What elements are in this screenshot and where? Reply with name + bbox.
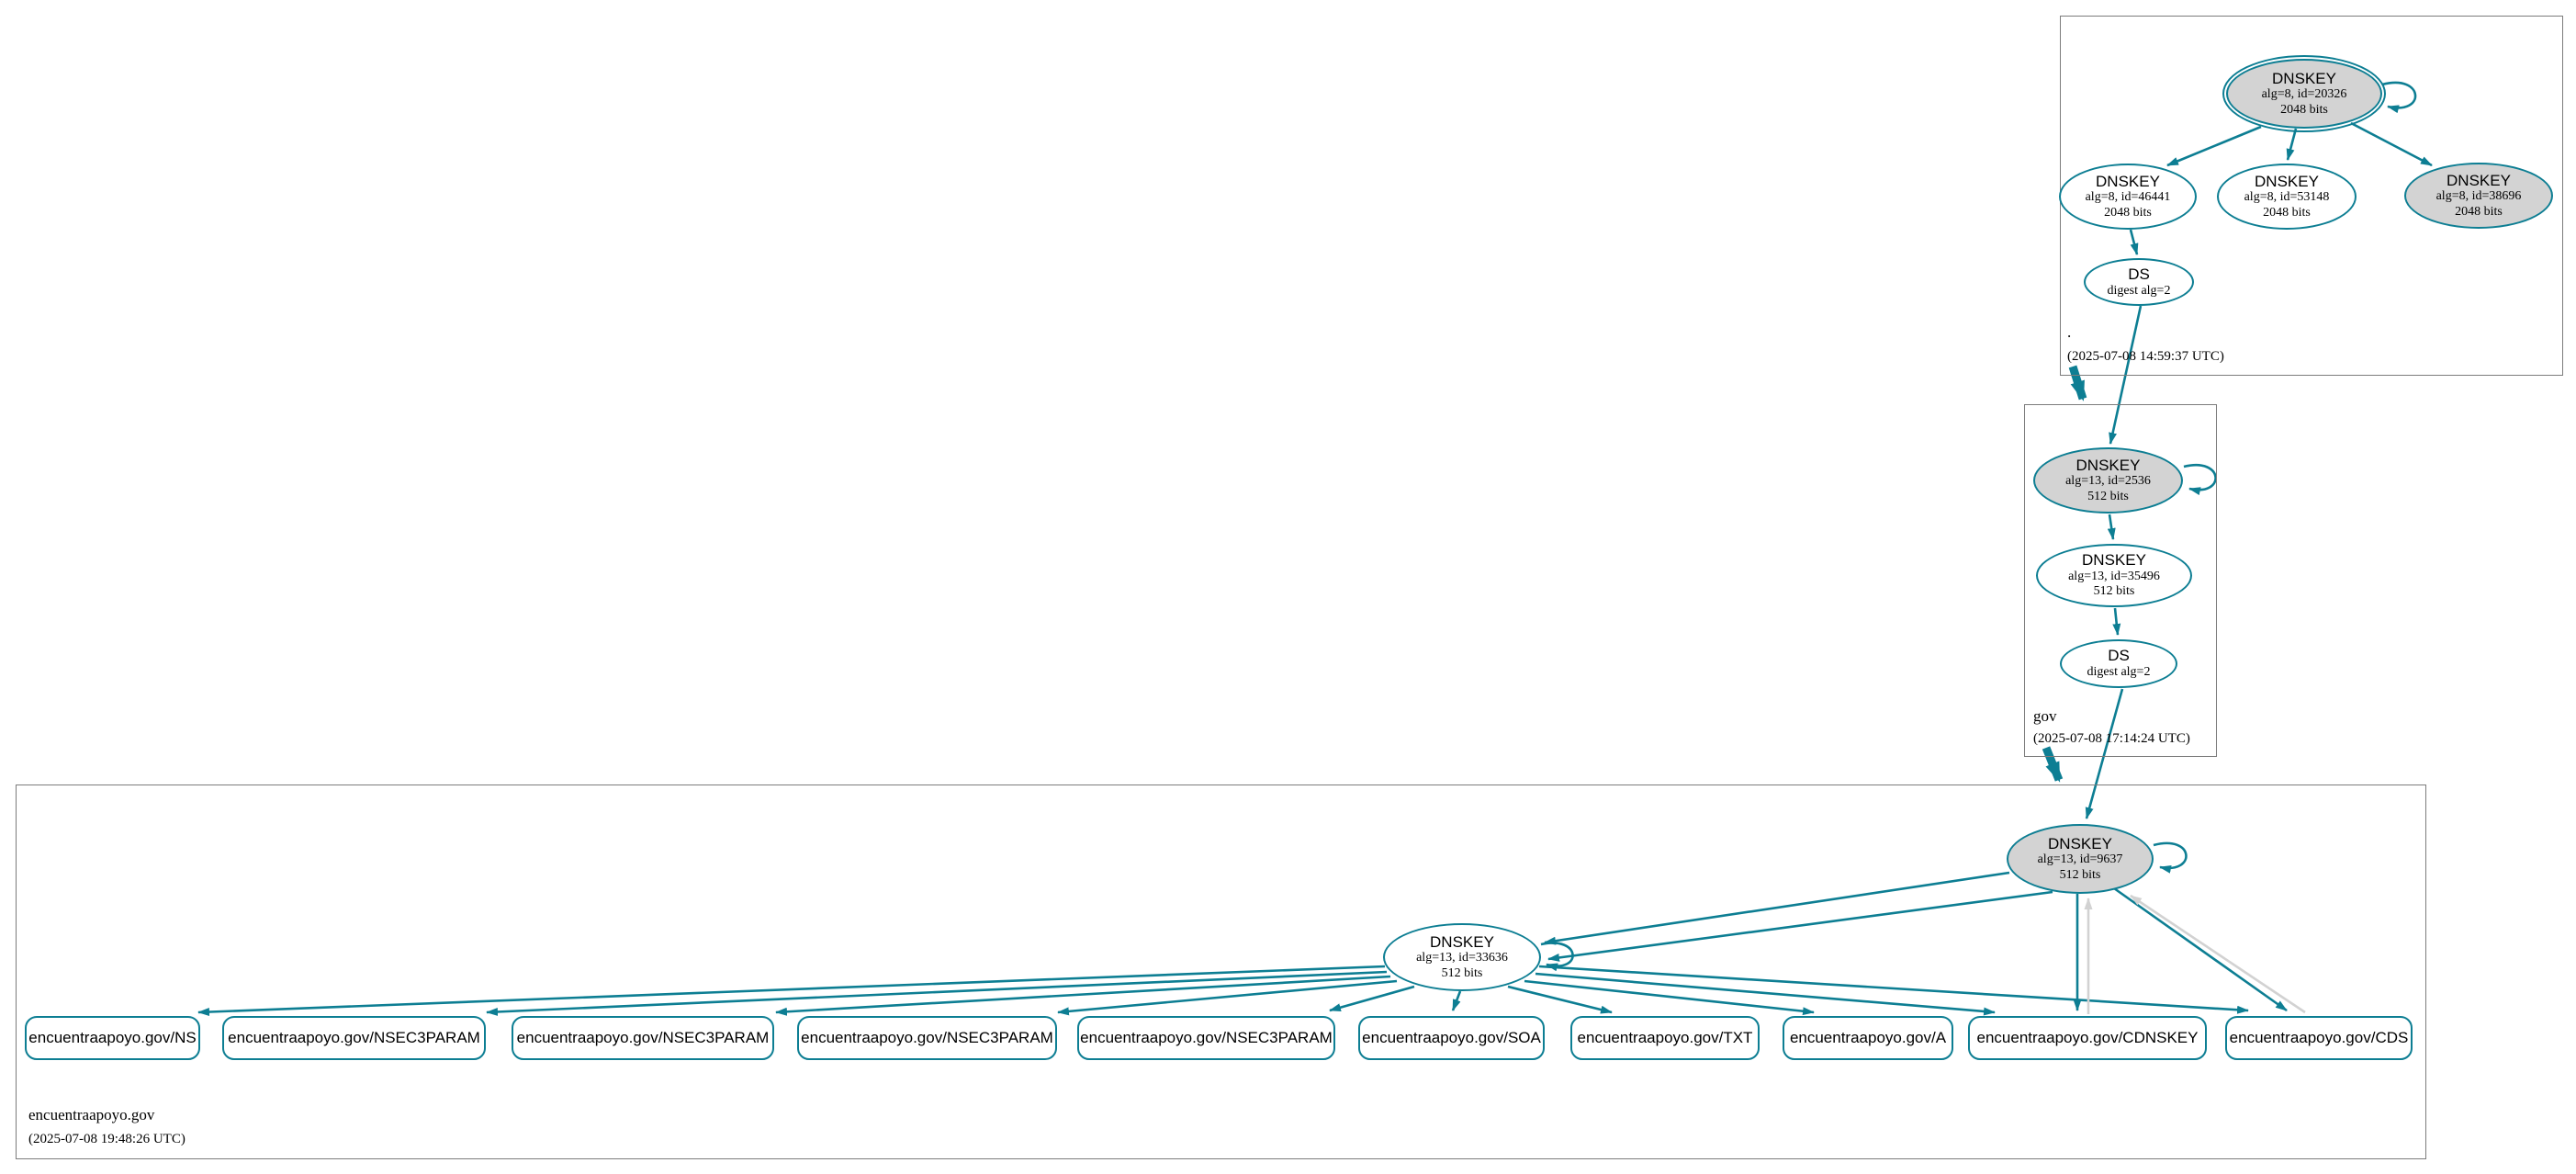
node-bits: 2048 bits xyxy=(2280,102,2328,117)
node-title: DS xyxy=(2108,647,2130,665)
rrset-cdnskey[interactable]: encuentraapoyo.gov/CDNSKEY xyxy=(1968,1016,2207,1060)
node-alg-id: alg=13, id=33636 xyxy=(1416,951,1508,965)
rrset-nsec3param-2[interactable]: encuentraapoyo.gov/NSEC3PARAM xyxy=(512,1016,774,1060)
node-bits: 512 bits xyxy=(2093,584,2135,599)
node-alg-id: alg=8, id=38696 xyxy=(2435,189,2522,204)
dnskey-node-root-zsk-53148[interactable]: DNSKEY alg=8, id=53148 2048 bits xyxy=(2217,164,2357,230)
ds-node-root[interactable]: DS digest alg=2 xyxy=(2084,258,2194,306)
ds-node-gov[interactable]: DS digest alg=2 xyxy=(2060,639,2177,688)
dnskey-node-ea-zsk-33636[interactable]: DNSKEY alg=13, id=33636 512 bits xyxy=(1383,923,1541,991)
rrset-nsec3param-1[interactable]: encuentraapoyo.gov/NSEC3PARAM xyxy=(222,1016,486,1060)
node-bits: 512 bits xyxy=(2087,489,2129,503)
rrset-ns[interactable]: encuentraapoyo.gov/NS xyxy=(25,1016,200,1060)
node-bits: 2048 bits xyxy=(2263,205,2311,220)
rrset-cds[interactable]: encuentraapoyo.gov/CDS xyxy=(2225,1016,2413,1060)
zone-label-gov: gov xyxy=(2033,707,2057,725)
dnskey-node-root-ksk-20326[interactable]: DNSKEY alg=8, id=20326 2048 bits xyxy=(2222,54,2387,133)
dnskey-node-root-zsk-46441[interactable]: DNSKEY alg=8, id=46441 2048 bits xyxy=(2059,164,2197,230)
zone-timestamp-encuentraapoyo: (2025-07-08 19:48:26 UTC) xyxy=(28,1132,186,1146)
node-bits: 2048 bits xyxy=(2104,205,2152,220)
zone-label-encuentraapoyo: encuentraapoyo.gov xyxy=(28,1106,155,1123)
rrset-txt[interactable]: encuentraapoyo.gov/TXT xyxy=(1570,1016,1760,1060)
node-title: DS xyxy=(2128,265,2150,283)
node-alg-id: alg=8, id=46441 xyxy=(2085,190,2171,205)
rrset-a[interactable]: encuentraapoyo.gov/A xyxy=(1783,1016,1953,1060)
node-title: DNSKEY xyxy=(2082,551,2146,570)
rrset-nsec3param-4[interactable]: encuentraapoyo.gov/NSEC3PARAM xyxy=(1077,1016,1335,1060)
dnskey-node-gov-ksk-2536[interactable]: DNSKEY alg=13, id=2536 512 bits xyxy=(2033,447,2183,514)
dnskey-node-root-ksk-38696[interactable]: DNSKEY alg=8, id=38696 2048 bits xyxy=(2404,163,2553,229)
node-title: DNSKEY xyxy=(2255,172,2319,190)
node-bits: 512 bits xyxy=(1441,965,1483,980)
node-digest: digest alg=2 xyxy=(2107,283,2171,298)
node-alg-id: alg=13, id=9637 xyxy=(2037,852,2123,867)
node-digest: digest alg=2 xyxy=(2087,665,2151,680)
rrset-nsec3param-3[interactable]: encuentraapoyo.gov/NSEC3PARAM xyxy=(797,1016,1057,1060)
node-bits: 2048 bits xyxy=(2455,204,2503,219)
zone-box-gov xyxy=(2024,404,2217,757)
node-alg-id: alg=8, id=53148 xyxy=(2244,190,2330,205)
node-title: DNSKEY xyxy=(2272,69,2336,87)
dnskey-node-ea-ksk-9637[interactable]: DNSKEY alg=13, id=9637 512 bits xyxy=(2007,824,2154,894)
zone-timestamp-root: (2025-07-08 14:59:37 UTC) xyxy=(2067,349,2224,364)
node-alg-id: alg=13, id=2536 xyxy=(2065,474,2151,489)
zone-box-encuentraapoyo xyxy=(16,785,2426,1159)
node-alg-id: alg=8, id=20326 xyxy=(2261,87,2347,102)
node-alg-id: alg=13, id=35496 xyxy=(2068,569,2160,583)
node-title: DNSKEY xyxy=(1430,932,1494,951)
dnskey-node-gov-zsk-35496[interactable]: DNSKEY alg=13, id=35496 512 bits xyxy=(2036,544,2192,607)
node-title: DNSKEY xyxy=(2048,834,2112,852)
zone-label-root: . xyxy=(2067,323,2072,341)
node-title: DNSKEY xyxy=(2075,456,2141,474)
rrset-soa[interactable]: encuentraapoyo.gov/SOA xyxy=(1358,1016,1545,1060)
zone-timestamp-gov: (2025-07-08 17:14:24 UTC) xyxy=(2033,731,2190,746)
node-bits: 512 bits xyxy=(2059,867,2101,882)
node-title: DNSKEY xyxy=(2447,171,2511,189)
node-title: DNSKEY xyxy=(2096,172,2160,190)
